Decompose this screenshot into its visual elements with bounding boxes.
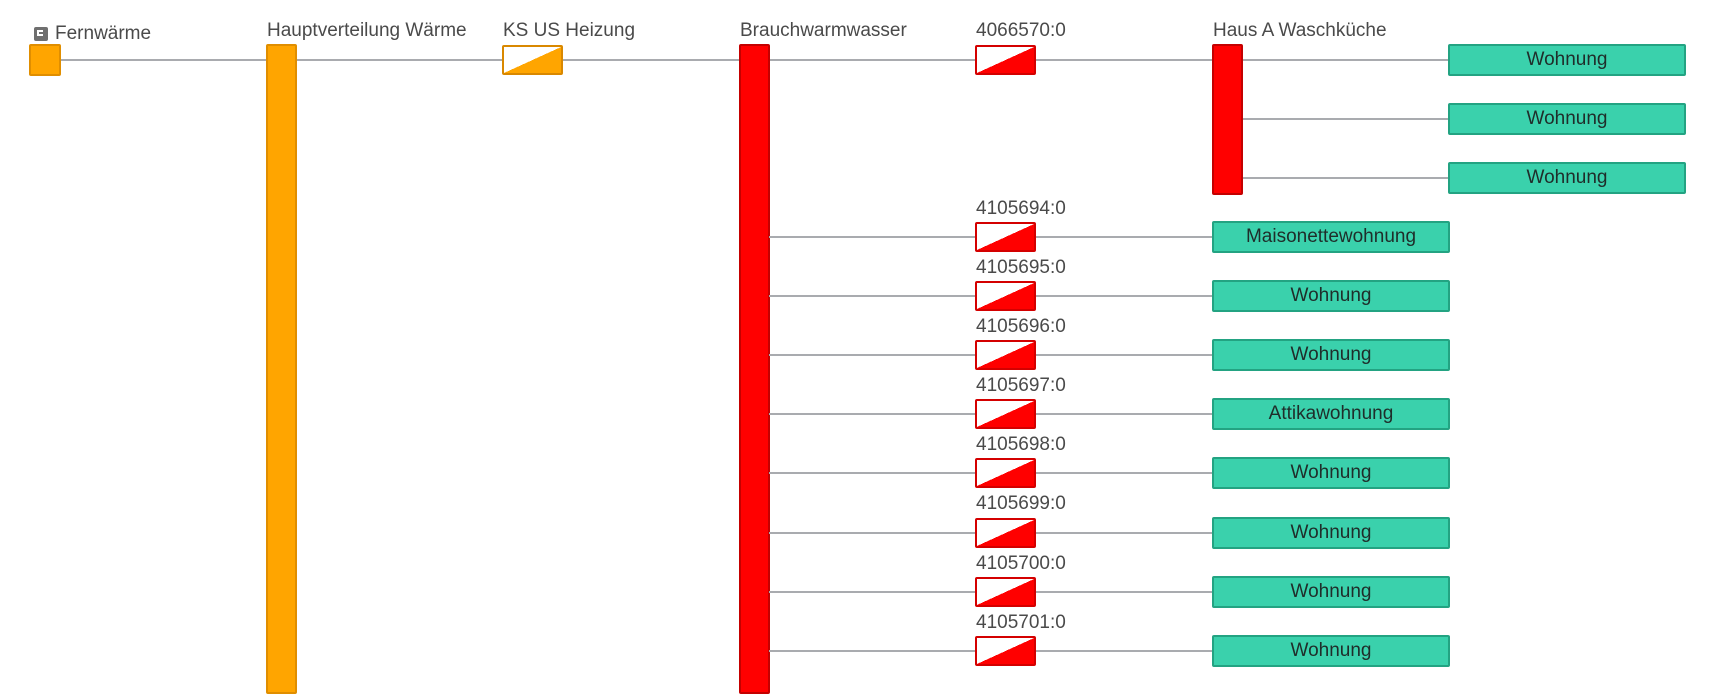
branch-meter[interactable] [975, 577, 1036, 607]
connector-line [769, 59, 976, 61]
branch-meter[interactable] [975, 340, 1036, 370]
source-label: Fernwärme [55, 23, 152, 44]
connector-line [1035, 532, 1213, 534]
branch-meter[interactable] [975, 399, 1036, 429]
branch-meter-label: 4105699:0 [976, 493, 1066, 514]
house-unit[interactable]: Wohnung [1448, 162, 1686, 194]
connector-line [769, 472, 976, 474]
branch-meter-label: 4105700:0 [976, 553, 1066, 574]
branch-meter[interactable] [975, 222, 1036, 252]
house-unit[interactable]: Wohnung [1448, 103, 1686, 135]
house-label: Haus A Waschküche [1213, 20, 1387, 41]
connector-line [769, 354, 976, 356]
branch-unit[interactable]: Wohnung [1212, 280, 1450, 312]
connector-line [1241, 118, 1449, 120]
connector-line [1241, 177, 1449, 179]
connector-line [60, 59, 268, 61]
heating-meter[interactable] [502, 45, 563, 75]
connector-line [769, 236, 976, 238]
branch-unit[interactable]: Maisonettewohnung [1212, 221, 1450, 253]
branch-meter[interactable] [975, 458, 1036, 488]
branch-unit[interactable]: Wohnung [1212, 339, 1450, 371]
branch-meter[interactable] [975, 281, 1036, 311]
connector-line [296, 59, 503, 61]
connector-line [1035, 236, 1213, 238]
connector-line [769, 591, 976, 593]
main-distribution-label: Hauptverteilung Wärme [267, 20, 467, 41]
connector-line [1035, 472, 1213, 474]
connector-line [769, 295, 976, 297]
connector-line [1035, 59, 1213, 61]
connector-line [1035, 413, 1213, 415]
branch-meter-label: 4105696:0 [976, 316, 1066, 337]
connector-line [769, 413, 976, 415]
branch-meter-label: 4105698:0 [976, 434, 1066, 455]
branch-unit[interactable]: Attikawohnung [1212, 398, 1450, 430]
branch-meter[interactable] [975, 636, 1036, 666]
branch-meter-label: 4105697:0 [976, 375, 1066, 396]
connector-line [1035, 295, 1213, 297]
source-node[interactable] [29, 44, 61, 76]
connector-line [1241, 59, 1449, 61]
connector-line [1035, 650, 1213, 652]
building-icon [34, 27, 48, 41]
house-meter[interactable] [975, 45, 1036, 75]
hot-water-label: Brauchwarmwasser [740, 20, 907, 41]
heating-meter-label: KS US Heizung [503, 20, 636, 41]
branch-unit[interactable]: Wohnung [1212, 517, 1450, 549]
branch-unit[interactable]: Wohnung [1212, 457, 1450, 489]
branch-meter-label: 4105701:0 [976, 612, 1066, 633]
connector-line [769, 532, 976, 534]
connector-line [562, 59, 740, 61]
house-unit[interactable]: Wohnung [1448, 44, 1686, 76]
branch-unit[interactable]: Wohnung [1212, 576, 1450, 608]
branch-meter-label: 4105695:0 [976, 257, 1066, 278]
main-distribution-bar[interactable] [266, 44, 297, 694]
connector-line [769, 650, 976, 652]
branch-unit[interactable]: Wohnung [1212, 635, 1450, 667]
house-bar[interactable] [1212, 44, 1243, 195]
branch-meter-label: 4105694:0 [976, 198, 1066, 219]
house-meter-label: 4066570:0 [976, 20, 1066, 41]
branch-meter[interactable] [975, 518, 1036, 548]
hot-water-bar[interactable] [739, 44, 770, 694]
connector-line [1035, 354, 1213, 356]
connector-line [1035, 591, 1213, 593]
